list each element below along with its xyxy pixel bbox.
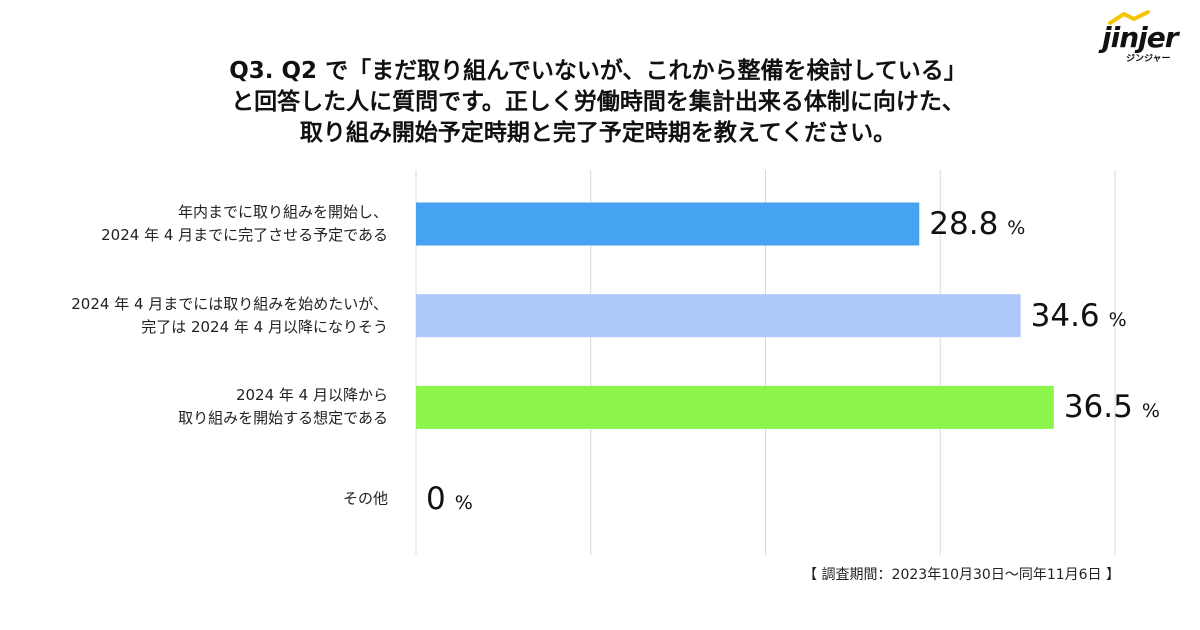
value-label-1: 28.8%	[929, 205, 1025, 243]
value-label-4: 0%	[426, 480, 473, 518]
value-number: 36.5	[1063, 389, 1133, 426]
value-unit: %	[1108, 308, 1127, 331]
bar-1	[416, 202, 920, 246]
logo-wordmark: jinjer	[1102, 21, 1179, 54]
category-label-line: 2024 年 4 月までに完了させる予定である	[101, 226, 388, 244]
bar-3	[416, 385, 1054, 429]
category-label-line: 取り組みを開始する想定である	[178, 409, 388, 428]
category-label-4: その他	[343, 488, 388, 511]
logo-subtext: ジンジャー	[1126, 54, 1171, 64]
title-line-3: 取り組み開始予定時期と完了予定時期を教えてください。	[299, 120, 897, 146]
value-number: 28.8	[929, 206, 999, 242]
category-label-line: 年内までに取り組みを開始し、	[177, 203, 388, 221]
chart-title: Q3. Q2 で「まだ取り組んでいないが、これから整備を検討している」 と回答し…	[100, 56, 1096, 149]
value-number: 34.6	[1030, 297, 1100, 334]
category-label-line: その他	[342, 489, 388, 508]
value-label-2: 34.6%	[1031, 297, 1127, 335]
jinjer-logo: jinjer ジンジャー	[1098, 6, 1194, 66]
bar-2	[416, 294, 1021, 338]
value-label-3: 36.5%	[1064, 388, 1160, 426]
category-label-1: 年内までに取り組みを開始し、 2024 年 4 月までに完了させる予定である	[101, 201, 388, 247]
category-label-2: 2024 年 4 月までには取り組みを始めたいが、完了は 2024 年 4 月以…	[71, 293, 388, 339]
category-label-line: 2024 年 4 月以降から	[235, 386, 388, 405]
category-label-3: 2024 年 4 月以降から取り組みを開始する想定である	[178, 384, 388, 430]
value-unit: %	[1007, 217, 1026, 239]
title-line-1: Q3. Q2 で「まだ取り組んでいないが、これから整備を検討している」	[229, 58, 967, 84]
title-line-2: と回答した人に質問です。正しく労働時間を集計出来る体制に向けた、	[231, 89, 965, 115]
value-unit: %	[1141, 400, 1160, 423]
value-unit: %	[454, 492, 473, 515]
value-number: 0	[426, 481, 446, 518]
category-label-line: 完了は 2024 年 4 月以降になりそう	[141, 317, 388, 336]
logo-roof-icon	[1108, 10, 1150, 25]
category-label-line: 2024 年 4 月までには取り組みを始めたいが、	[71, 294, 388, 313]
survey-period-note: 【 調査期間：2023年10月30日〜同年11月6日 】	[803, 567, 1120, 583]
